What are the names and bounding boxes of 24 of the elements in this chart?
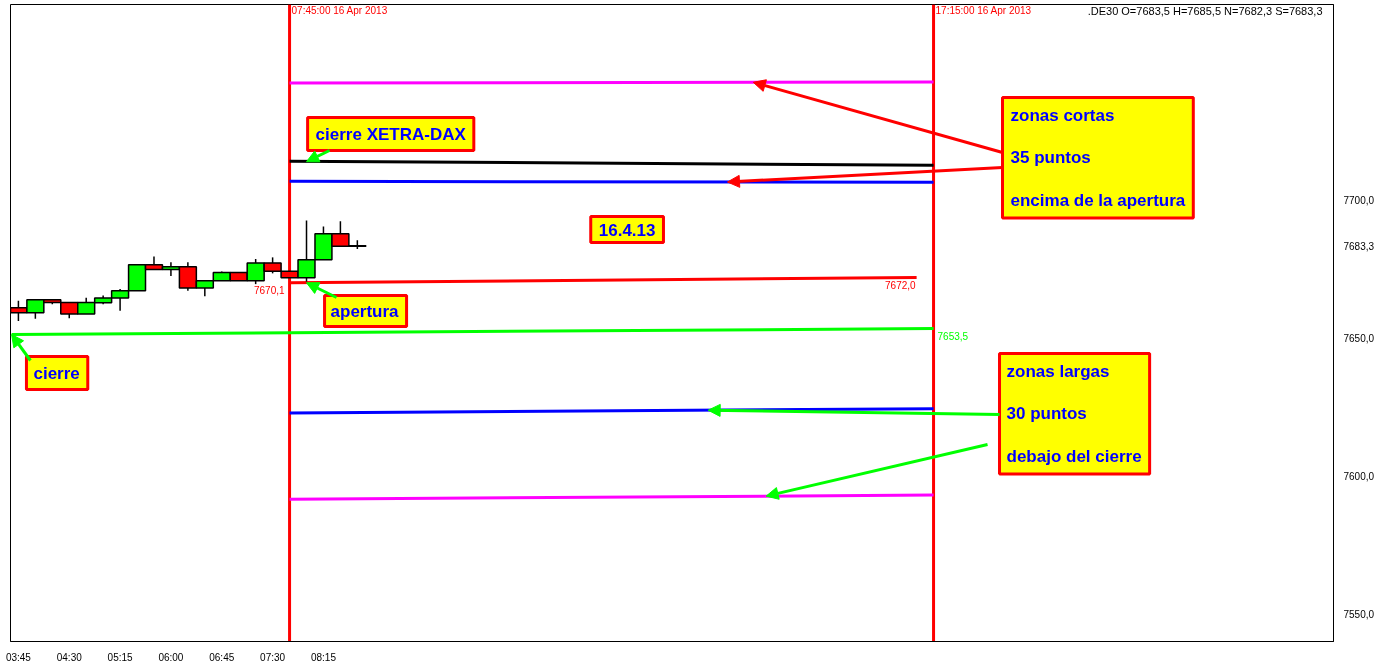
- x-tick-label: 07:30: [260, 651, 286, 663]
- text: zonas largas 30 puntos debajo del cierre: [1006, 361, 1142, 466]
- y-tick-label: 7683,3: [1343, 241, 1375, 253]
- chart-title: .DE30 O=7683,5 H=7685,5 N=7682,3 S=7683,3: [1087, 4, 1323, 17]
- y-tick-label: 7600,0: [1343, 471, 1375, 483]
- x-tick-label: 06:00: [158, 651, 184, 663]
- annotation: cierre: [33, 363, 80, 383]
- ref-line-label: 17:15:00 16 Apr 2013: [935, 5, 1032, 16]
- y-tick-label: 7650,0: [1343, 333, 1375, 345]
- x-tick-label: 08:15: [310, 651, 337, 663]
- x-tick-label: 05:15: [107, 651, 134, 663]
- ref-line-label: 07:45:00 16 Apr 2013: [291, 5, 388, 16]
- text: zonas cortas 35 puntos encima de la apertura: [1010, 105, 1186, 210]
- data-label: 7653,5: [937, 330, 969, 342]
- annotation: apertura: [330, 301, 400, 321]
- annotation: 16.4.13: [598, 220, 656, 240]
- x-tick-label: 04:30: [56, 651, 83, 663]
- data-label: 7672,0: [885, 279, 917, 291]
- data-label: 7670,1: [253, 284, 286, 296]
- x-tick-label: 03:45: [5, 651, 32, 663]
- y-tick-label: 7700,0: [1343, 195, 1375, 207]
- annotation: cierre XETRA-DAX: [315, 124, 467, 144]
- y-tick-label: 7550,0: [1343, 608, 1375, 620]
- x-tick-label: 06:45: [209, 651, 235, 663]
